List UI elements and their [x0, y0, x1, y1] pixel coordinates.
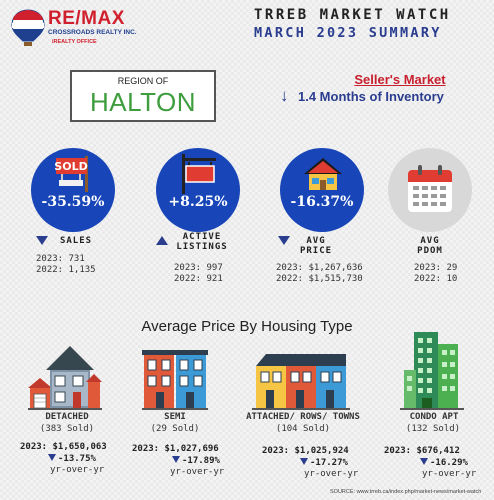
avg-price-2023: 2023: $1,267,636 — [276, 263, 363, 273]
brand-name: RE/MAX — [48, 8, 125, 29]
detached-price: 2023: $1,650,063 — [20, 442, 107, 452]
sales-down-arrow-icon — [36, 236, 48, 245]
down-arrow-icon: ↓ — [280, 86, 289, 105]
report-subtitle: MARCH 2023 SUMMARY — [254, 25, 442, 41]
remax-logo: RE/MAX CROSSROADS REALTY INC. iREALTY OF… — [6, 6, 137, 50]
listings-2023: 2023: 997 — [174, 263, 223, 273]
semi-price: 2023: $1,027,696 — [132, 444, 219, 454]
avg-price-circle: -16.37% — [280, 148, 364, 232]
sales-change: -35.59% — [41, 194, 105, 210]
avg-price-2022: 2022: $1,515,730 — [276, 274, 363, 284]
townhouse-icon — [252, 354, 350, 410]
detached-change-value: -13.75% — [58, 454, 96, 464]
condo-sold: (132 Sold) — [405, 424, 461, 434]
detached-label: DETACHED — [45, 412, 89, 422]
attached-yoy: yr-over-yr — [304, 469, 359, 479]
avg-pdom-label: AVG PDOM — [417, 236, 443, 256]
detached-yoy: yr-over-yr — [50, 465, 105, 475]
sold-sign-icon: SOLD — [55, 156, 88, 192]
condo-price: 2023: $676,412 — [384, 446, 460, 456]
condo-tower-icon — [400, 332, 464, 410]
sales-2022: 2022: 1,135 — [36, 265, 96, 275]
semi-label: SEMI — [164, 412, 186, 422]
listings-up-arrow-icon — [156, 236, 168, 245]
detached-change: -13.75% — [48, 454, 96, 464]
avg-price-down-arrow-icon — [278, 236, 290, 245]
months-of-inventory: 1.4 Months of Inventory — [298, 89, 444, 104]
semi-yoy: yr-over-yr — [170, 467, 225, 477]
source-note: SOURCE: www.trreb.ca/index.php/market-ne… — [330, 489, 482, 495]
sales-label: SALES — [59, 236, 93, 246]
semi-change-value: -17.89% — [182, 456, 220, 466]
semi-change: -17.89% — [172, 456, 220, 466]
detached-house-icon — [28, 346, 102, 410]
company-name: CROSSROADS REALTY INC. — [48, 29, 137, 36]
sales-circle: SOLD -35.59% — [31, 148, 115, 232]
company-tagline: iREALTY OFFICE — [52, 39, 97, 45]
attached-sold: (104 Sold) — [275, 424, 331, 434]
condo-change-value: -16.29% — [430, 458, 468, 468]
avg-pdom-2023: 2023: 29 — [414, 263, 458, 273]
section-title: Average Price By Housing Type — [141, 318, 353, 335]
house-icon — [304, 158, 342, 190]
listing-sign-icon — [182, 154, 216, 194]
attached-down-arrow-icon — [300, 458, 308, 465]
semi-sold: (29 Sold) — [150, 424, 200, 434]
avg-pdom-2022: 2022: 10 — [414, 274, 458, 284]
listings-circle: +8.25% — [156, 148, 240, 232]
semi-down-arrow-icon — [172, 456, 180, 463]
condo-label: CONDO APT — [409, 412, 459, 422]
semi-house-icon — [142, 350, 208, 410]
avg-pdom-circle — [388, 148, 472, 232]
detached-down-arrow-icon — [48, 454, 56, 461]
listings-change: +8.25% — [168, 194, 228, 210]
listings-2022: 2022: 921 — [174, 274, 223, 284]
avg-price-change: -16.37% — [290, 194, 354, 210]
market-type: Seller's Market — [354, 72, 446, 87]
condo-yoy: yr-over-yr — [422, 469, 477, 479]
svg-text:SOLD: SOLD — [55, 160, 88, 173]
attached-label: ATTACHED/ ROWS/ TOWNS — [246, 412, 360, 422]
region-box: REGION OF HALTON — [70, 70, 216, 122]
attached-change: -17.27% — [300, 458, 348, 468]
listings-label: ACTIVE LISTINGS — [176, 232, 228, 252]
calendar-icon — [408, 165, 452, 212]
sales-2023: 2023: 731 — [36, 254, 85, 264]
hot-air-balloon-icon — [11, 9, 45, 46]
region-label: REGION OF — [117, 76, 169, 86]
avg-price-label: AVG PRICE — [299, 236, 333, 256]
attached-price: 2023: $1,025,924 — [262, 446, 349, 456]
detached-sold: (383 Sold) — [39, 424, 95, 434]
condo-change: -16.29% — [420, 458, 468, 468]
attached-change-value: -17.27% — [310, 458, 348, 468]
condo-down-arrow-icon — [420, 458, 428, 465]
region-name: HALTON — [89, 87, 197, 117]
report-title: TRREB MARKET WATCH — [254, 7, 451, 23]
